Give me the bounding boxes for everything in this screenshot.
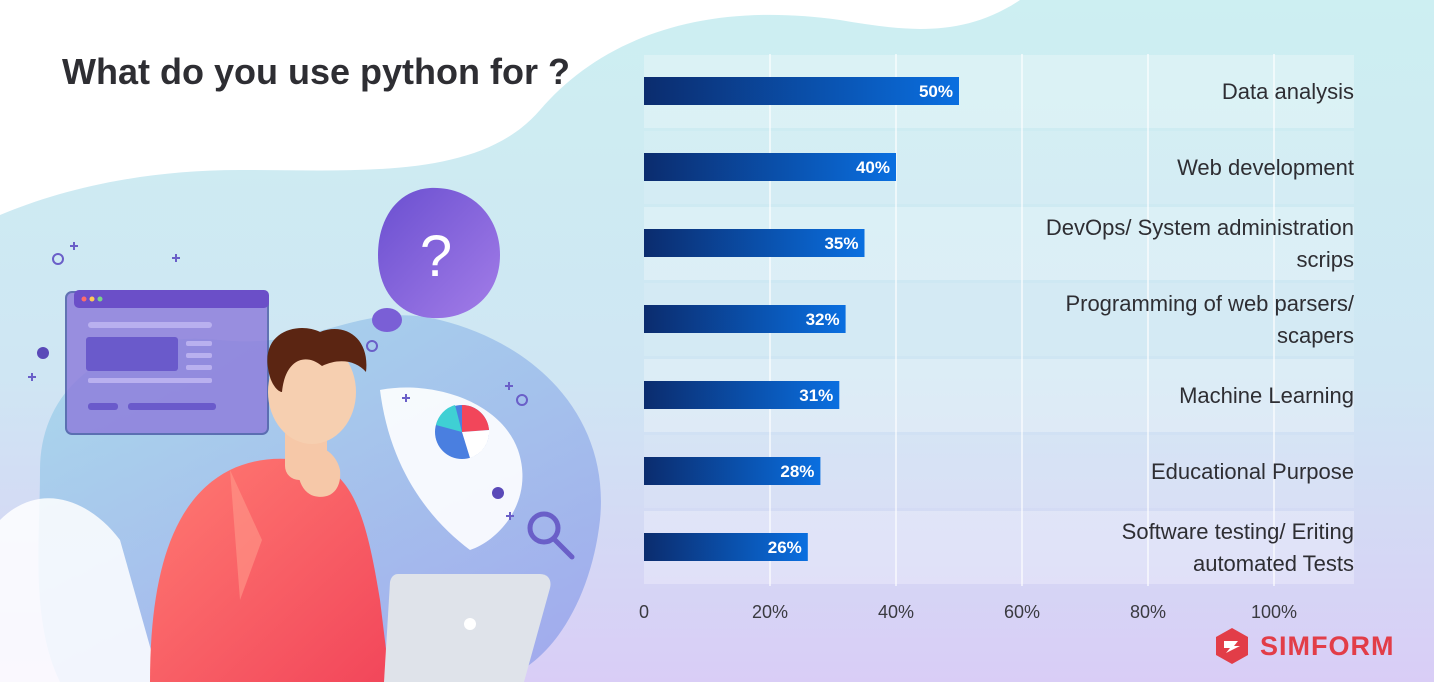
- question-bubble-icon: ?: [372, 187, 500, 332]
- bars: [644, 77, 959, 561]
- category-label: DevOps/ System administration: [1046, 215, 1354, 240]
- bar-chart: 50% 40% 35% 32% 31% 28% 26% Data analysis Web d…: [639, 54, 1355, 622]
- brand-logo: SIMFORM: [1212, 626, 1395, 666]
- category-label: Web development: [1177, 155, 1354, 180]
- pie-chart-icon: [435, 404, 490, 459]
- x-axis-tick-labels: 0 20% 40% 60% 80% 100%: [639, 602, 1297, 622]
- svg-text:?: ?: [420, 224, 452, 289]
- simform-logo-icon: [1216, 628, 1248, 664]
- bar-value-label: 40%: [856, 158, 890, 177]
- brand-name: SIMFORM: [1260, 630, 1395, 661]
- illustration: ?: [28, 187, 575, 682]
- bar: [644, 457, 821, 485]
- page-title: What do you use python for ?: [62, 51, 570, 92]
- magnifier-icon: [527, 511, 575, 560]
- category-label: Programming of web parsers/: [1065, 291, 1354, 316]
- bar: [644, 381, 840, 409]
- category-label: Machine Learning: [1179, 383, 1354, 408]
- bar-value-label: 28%: [780, 462, 814, 481]
- grid-lines: [769, 54, 1275, 586]
- value-labels: 50% 40% 35% 32% 31% 28% 26%: [768, 82, 953, 557]
- bar-value-label: 26%: [768, 538, 802, 557]
- bar-value-label: 32%: [806, 310, 840, 329]
- x-tick-label: 20%: [752, 602, 788, 622]
- x-tick-label: 40%: [878, 602, 914, 622]
- x-tick-label: 60%: [1004, 602, 1040, 622]
- browser-window-icon: [65, 290, 269, 435]
- category-label: Educational Purpose: [1151, 459, 1354, 484]
- bar: [644, 153, 896, 181]
- category-label: scapers: [1277, 323, 1354, 348]
- thinking-person-figure: [150, 328, 390, 682]
- category-label: Data analysis: [1222, 79, 1354, 104]
- bar: [644, 533, 808, 561]
- decorative-sparkles: [28, 242, 528, 520]
- laptop-icon: [384, 574, 551, 682]
- bar: [644, 229, 865, 257]
- bar: [644, 305, 846, 333]
- x-tick-label: 80%: [1130, 602, 1166, 622]
- bar-value-label: 31%: [799, 386, 833, 405]
- bar-value-label: 50%: [919, 82, 953, 101]
- bar-value-label: 35%: [824, 234, 858, 253]
- x-tick-label: 100%: [1251, 602, 1297, 622]
- row-bands: [644, 55, 1354, 584]
- bar: [644, 77, 959, 105]
- category-label: automated Tests: [1193, 551, 1354, 576]
- category-label: Software testing/ Eriting: [1122, 519, 1354, 544]
- white-wave-shape: [0, 0, 1020, 215]
- x-tick-label: 0: [639, 602, 649, 622]
- category-label: scrips: [1297, 247, 1354, 272]
- category-labels: Data analysis Web development DevOps/ Syst…: [1046, 79, 1355, 576]
